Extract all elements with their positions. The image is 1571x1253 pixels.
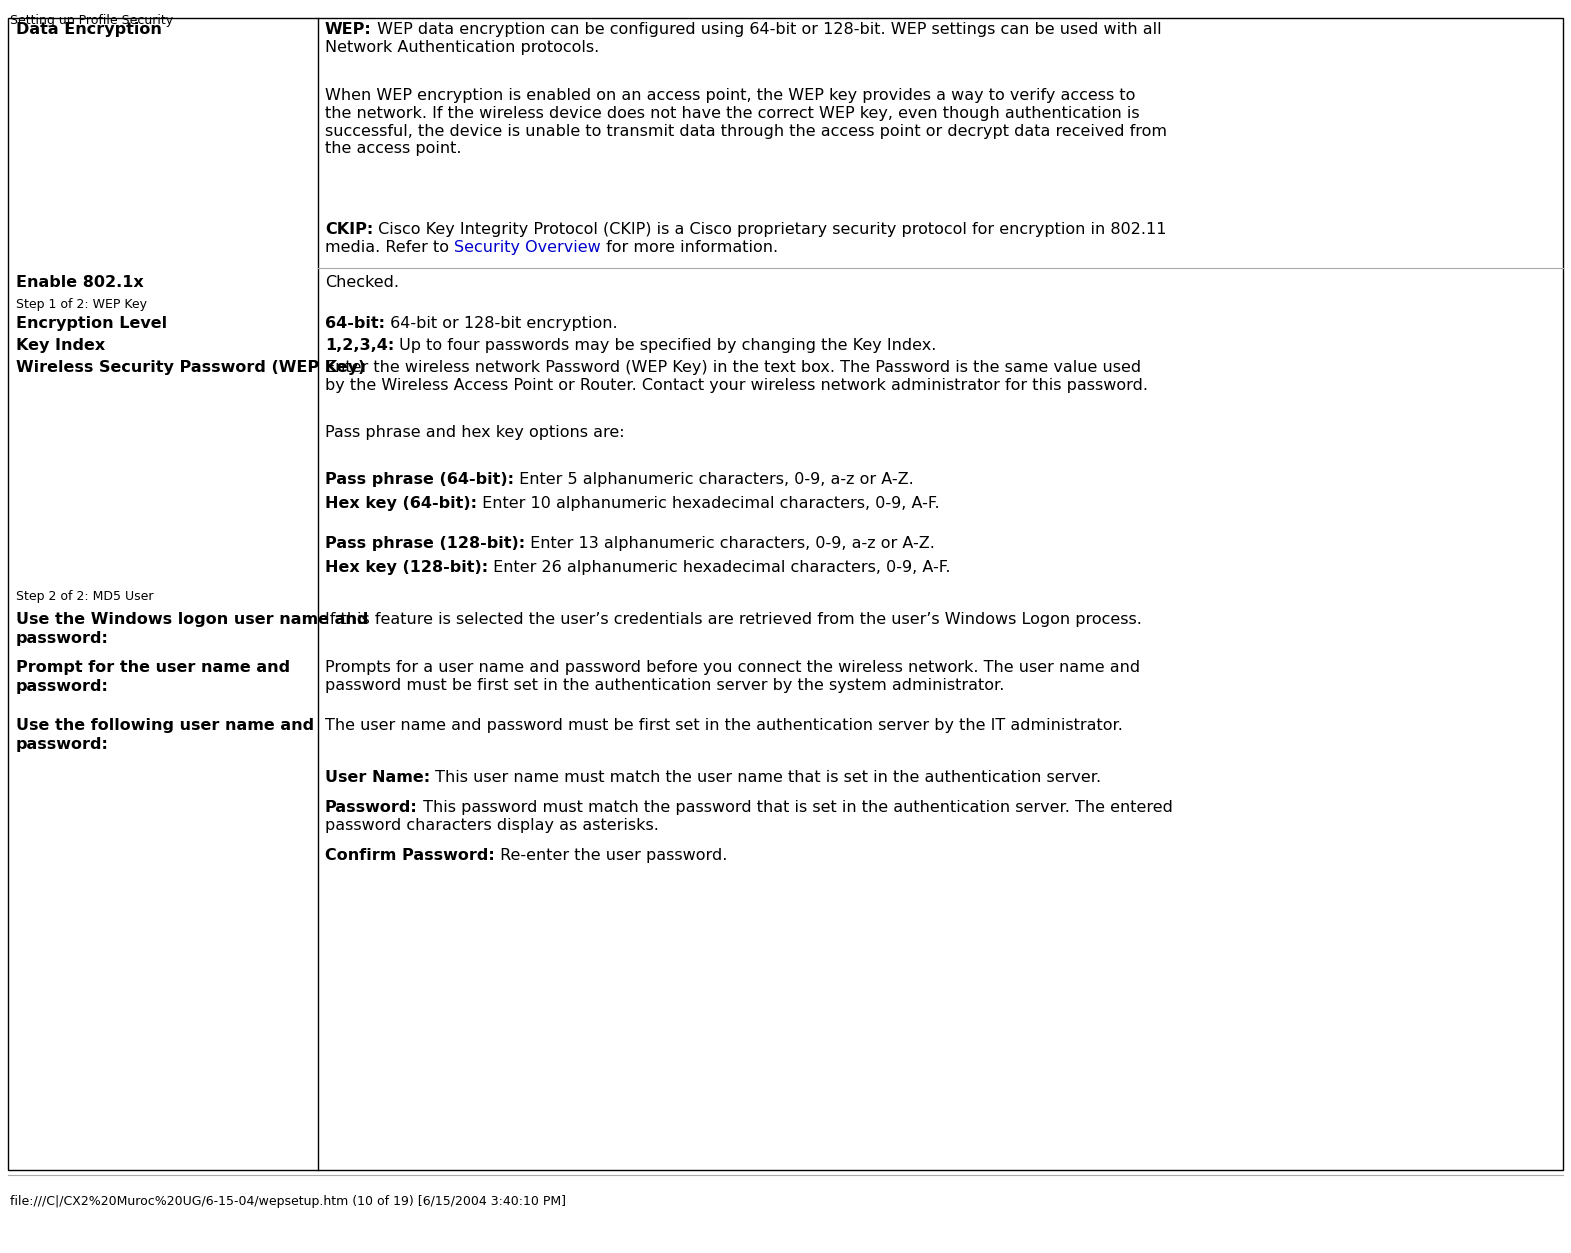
Text: file:///C|/CX2%20Muroc%20UG/6-15-04/wepsetup.htm (10 of 19) [6/15/2004 3:40:10 P: file:///C|/CX2%20Muroc%20UG/6-15-04/weps…: [9, 1195, 566, 1208]
Text: User Name:: User Name:: [325, 771, 430, 784]
Text: This password must match the password that is set in the authentication server. : This password must match the password th…: [418, 799, 1172, 814]
Text: Confirm Password:: Confirm Password:: [325, 848, 495, 863]
Text: Network Authentication protocols.: Network Authentication protocols.: [325, 40, 599, 55]
Text: Enter 26 alphanumeric hexadecimal characters, 0-9, A-F.: Enter 26 alphanumeric hexadecimal charac…: [489, 560, 950, 575]
Text: the network. If the wireless device does not have the correct WEP key, even thou: the network. If the wireless device does…: [325, 105, 1139, 120]
Text: 64-bit or 128-bit encryption.: 64-bit or 128-bit encryption.: [385, 316, 617, 331]
Text: Use the following user name and
password:: Use the following user name and password…: [16, 718, 314, 752]
Text: Enable 802.1x: Enable 802.1x: [16, 274, 145, 289]
Text: Pass phrase (128-bit):: Pass phrase (128-bit):: [325, 536, 525, 551]
Text: WEP:: WEP:: [325, 23, 372, 38]
Text: Re-enter the user password.: Re-enter the user password.: [495, 848, 727, 863]
Text: for more information.: for more information.: [600, 239, 778, 254]
Text: Up to four passwords may be specified by changing the Key Index.: Up to four passwords may be specified by…: [394, 338, 936, 353]
Text: Security Overview: Security Overview: [454, 239, 600, 254]
Text: Wireless Security Password (WEP Key): Wireless Security Password (WEP Key): [16, 360, 366, 375]
Text: 64-bit:: 64-bit:: [325, 316, 385, 331]
Text: Use the Windows logon user name and
password:: Use the Windows logon user name and pass…: [16, 611, 368, 645]
Text: When WEP encryption is enabled on an access point, the WEP key provides a way to: When WEP encryption is enabled on an acc…: [325, 88, 1136, 103]
Text: Data Encryption: Data Encryption: [16, 23, 162, 38]
Text: Hex key (64-bit):: Hex key (64-bit):: [325, 496, 478, 511]
Text: Pass phrase and hex key options are:: Pass phrase and hex key options are:: [325, 425, 625, 440]
Text: WEP data encryption can be configured using 64-bit or 128-bit. WEP settings can : WEP data encryption can be configured us…: [372, 23, 1161, 38]
Text: Enter the wireless network Password (WEP Key) in the text box. The Password is t: Enter the wireless network Password (WEP…: [325, 360, 1141, 375]
Text: media. Refer to: media. Refer to: [325, 239, 454, 254]
Text: password characters display as asterisks.: password characters display as asterisks…: [325, 818, 658, 833]
Text: If this feature is selected the user’s credentials are retrieved from the user’s: If this feature is selected the user’s c…: [325, 611, 1142, 626]
Text: CKIP:: CKIP:: [325, 222, 374, 237]
Text: Password:: Password:: [325, 799, 418, 814]
Text: Hex key (128-bit):: Hex key (128-bit):: [325, 560, 489, 575]
Text: Prompts for a user name and password before you connect the wireless network. Th: Prompts for a user name and password bef…: [325, 660, 1141, 675]
Text: This user name must match the user name that is set in the authentication server: This user name must match the user name …: [430, 771, 1101, 784]
Text: Prompt for the user name and
password:: Prompt for the user name and password:: [16, 660, 291, 694]
Text: Checked.: Checked.: [325, 274, 399, 289]
Text: Step 2 of 2: MD5 User: Step 2 of 2: MD5 User: [16, 590, 154, 603]
Text: by the Wireless Access Point or Router. Contact your wireless network administra: by the Wireless Access Point or Router. …: [325, 378, 1148, 393]
Text: 1,2,3,4:: 1,2,3,4:: [325, 338, 394, 353]
Text: the access point.: the access point.: [325, 142, 462, 157]
Text: Step 1 of 2: WEP Key: Step 1 of 2: WEP Key: [16, 298, 148, 311]
Text: Enter 5 alphanumeric characters, 0-9, a-z or A-Z.: Enter 5 alphanumeric characters, 0-9, a-…: [514, 472, 914, 487]
Text: The user name and password must be first set in the authentication server by the: The user name and password must be first…: [325, 718, 1123, 733]
Text: Pass phrase (64-bit):: Pass phrase (64-bit):: [325, 472, 514, 487]
Text: Enter 13 alphanumeric characters, 0-9, a-z or A-Z.: Enter 13 alphanumeric characters, 0-9, a…: [525, 536, 935, 551]
Text: password must be first set in the authentication server by the system administra: password must be first set in the authen…: [325, 678, 1004, 693]
Text: successful, the device is unable to transmit data through the access point or de: successful, the device is unable to tran…: [325, 124, 1167, 139]
Text: Key Index: Key Index: [16, 338, 105, 353]
Text: Cisco Key Integrity Protocol (CKIP) is a Cisco proprietary security protocol for: Cisco Key Integrity Protocol (CKIP) is a…: [374, 222, 1167, 237]
Text: Enter 10 alphanumeric hexadecimal characters, 0-9, A-F.: Enter 10 alphanumeric hexadecimal charac…: [478, 496, 939, 511]
Text: Setting up Profile Security: Setting up Profile Security: [9, 14, 173, 28]
Text: Encryption Level: Encryption Level: [16, 316, 167, 331]
